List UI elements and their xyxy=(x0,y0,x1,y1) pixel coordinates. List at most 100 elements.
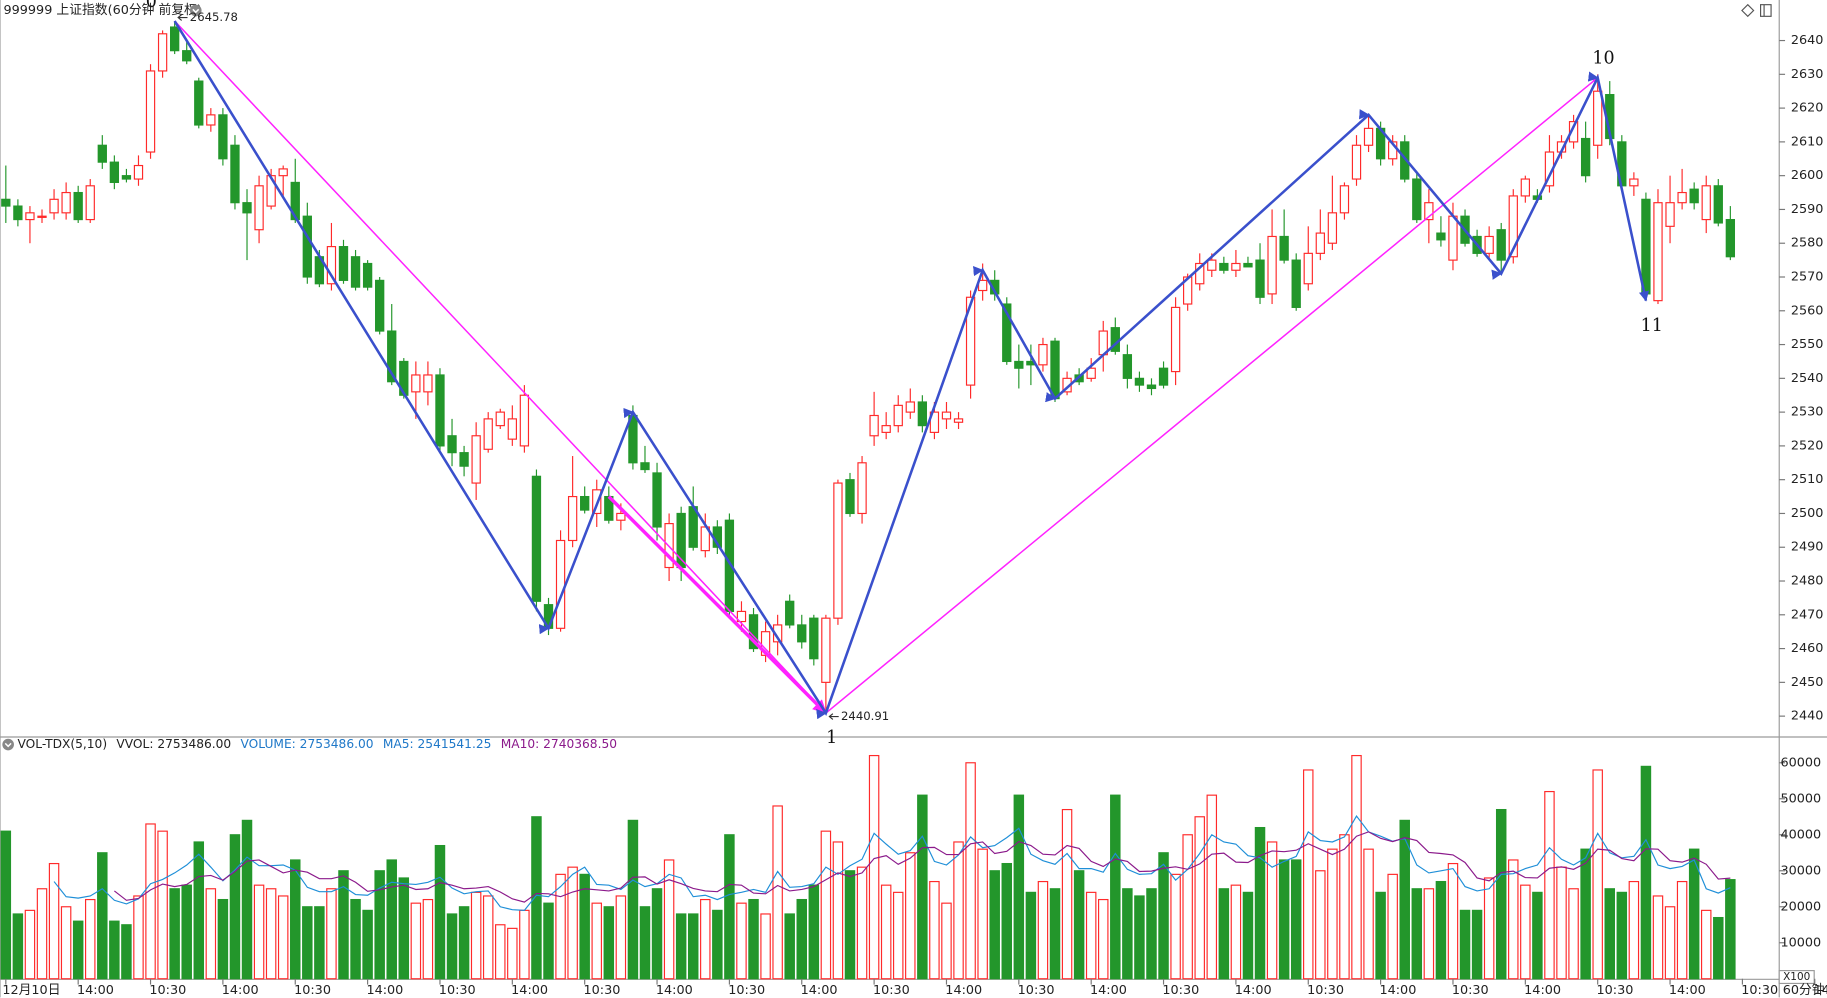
volume-bar xyxy=(458,906,470,980)
candle-body xyxy=(350,256,361,288)
volume-bar xyxy=(362,909,373,980)
volume-bar xyxy=(1495,808,1507,980)
x-tick-label: 14:00 xyxy=(222,983,259,998)
volume-bar xyxy=(892,891,904,980)
diamond-icon[interactable] xyxy=(1741,3,1755,18)
candle-body xyxy=(1665,202,1675,227)
volume-bar xyxy=(1230,884,1242,980)
panel-icon[interactable] xyxy=(1760,4,1772,17)
y-tick-label: 2620 xyxy=(1791,101,1824,116)
x-tick-label: 10:30 xyxy=(584,983,621,998)
candle-body xyxy=(1291,259,1301,308)
volume-bar xyxy=(1049,888,1061,980)
volume-bar xyxy=(977,848,988,980)
candle-body xyxy=(1448,215,1458,261)
candle-body xyxy=(362,262,373,288)
volume-bar xyxy=(736,902,747,980)
y-tick-label: 60000 xyxy=(1780,755,1821,770)
volume-bar xyxy=(1700,909,1712,980)
volume-collapse-icon[interactable] xyxy=(2,738,14,751)
volume-bar xyxy=(712,909,723,980)
x-tick-label: 14:00 xyxy=(1235,983,1272,998)
candle-body xyxy=(61,191,71,214)
volume-bar xyxy=(72,920,84,980)
collapse-icon[interactable] xyxy=(189,4,202,17)
candle-body xyxy=(37,215,47,218)
candle-body xyxy=(1267,235,1277,295)
candle-body xyxy=(1146,384,1157,390)
volume-bar xyxy=(1218,888,1230,980)
volume-bar xyxy=(1411,888,1423,980)
volume-bar xyxy=(1315,870,1326,980)
candle-body xyxy=(1243,262,1253,268)
extreme-label: 2645.78 xyxy=(190,10,238,24)
candle-body xyxy=(338,246,349,281)
x-tick-label: 10:30 xyxy=(439,983,476,998)
volume-bar xyxy=(36,888,48,980)
volume-bar xyxy=(1278,859,1290,980)
candle-body xyxy=(326,246,337,285)
candle-body xyxy=(49,198,59,214)
volume-bar xyxy=(639,906,651,980)
candle-body xyxy=(1580,137,1591,177)
volume-bar xyxy=(0,830,12,980)
candle-body xyxy=(1219,262,1229,271)
y-tick-label: 2560 xyxy=(1791,303,1824,318)
candle-body xyxy=(507,418,517,440)
candle-body xyxy=(423,374,433,393)
volume-bar xyxy=(470,891,482,980)
volume-bar xyxy=(1037,880,1049,980)
x-tick-label: 10:30 xyxy=(1597,983,1634,998)
volume-bar xyxy=(1580,848,1591,980)
y-tick-label: 2570 xyxy=(1791,270,1824,285)
volume-bar xyxy=(555,873,566,980)
volume-bar xyxy=(531,816,542,980)
volume-bar xyxy=(615,895,627,980)
x-tick-label: 14:00 xyxy=(77,983,114,998)
candle-body xyxy=(435,374,445,447)
candle-body xyxy=(1689,188,1699,204)
candle-body xyxy=(1327,212,1338,244)
candle-body xyxy=(1038,343,1048,366)
volume-bar xyxy=(60,906,72,980)
candle-body xyxy=(1713,185,1723,224)
volume-bar xyxy=(290,859,301,980)
y-tick-label: 2490 xyxy=(1791,540,1824,555)
candle-body xyxy=(640,462,650,471)
volume-bar xyxy=(1423,888,1435,980)
candle-body xyxy=(797,624,807,643)
volume-bar xyxy=(784,913,795,980)
x-tick-label: 14:00 xyxy=(1524,983,1561,998)
volume-bar xyxy=(169,888,180,980)
volume-bar xyxy=(84,898,96,980)
volume-bar xyxy=(1363,848,1374,980)
candle-body xyxy=(169,26,180,52)
volume-bar xyxy=(314,906,325,980)
candle-body xyxy=(1050,340,1060,400)
volume-bar xyxy=(1327,848,1338,980)
candle-body xyxy=(411,374,421,393)
volume-bar xyxy=(205,888,217,980)
x-tick-label: 14:00 xyxy=(366,983,403,998)
x-tick-label: 12月10日 xyxy=(2,983,60,998)
candle-body xyxy=(495,411,505,427)
volume-bar xyxy=(1616,891,1628,980)
candle-body xyxy=(1436,232,1446,241)
candle-body xyxy=(145,70,156,153)
volume-bar xyxy=(591,902,602,980)
volume-bar xyxy=(398,877,410,980)
candle-body xyxy=(953,418,964,423)
volume-bar xyxy=(109,920,120,980)
volume-bar xyxy=(1520,884,1531,980)
x-tick-label: 14:00 xyxy=(1814,983,1827,998)
candle-body xyxy=(555,539,566,629)
volume-bar xyxy=(1544,790,1555,980)
volume-bar xyxy=(121,924,132,980)
candle-body xyxy=(869,414,879,437)
volume-bar xyxy=(700,898,711,980)
wave-label: 10 xyxy=(1592,49,1614,69)
volume-bar xyxy=(1532,891,1543,980)
volume-bar xyxy=(675,913,687,980)
volume-header: VOLUME: 2753486.00 xyxy=(241,737,374,751)
